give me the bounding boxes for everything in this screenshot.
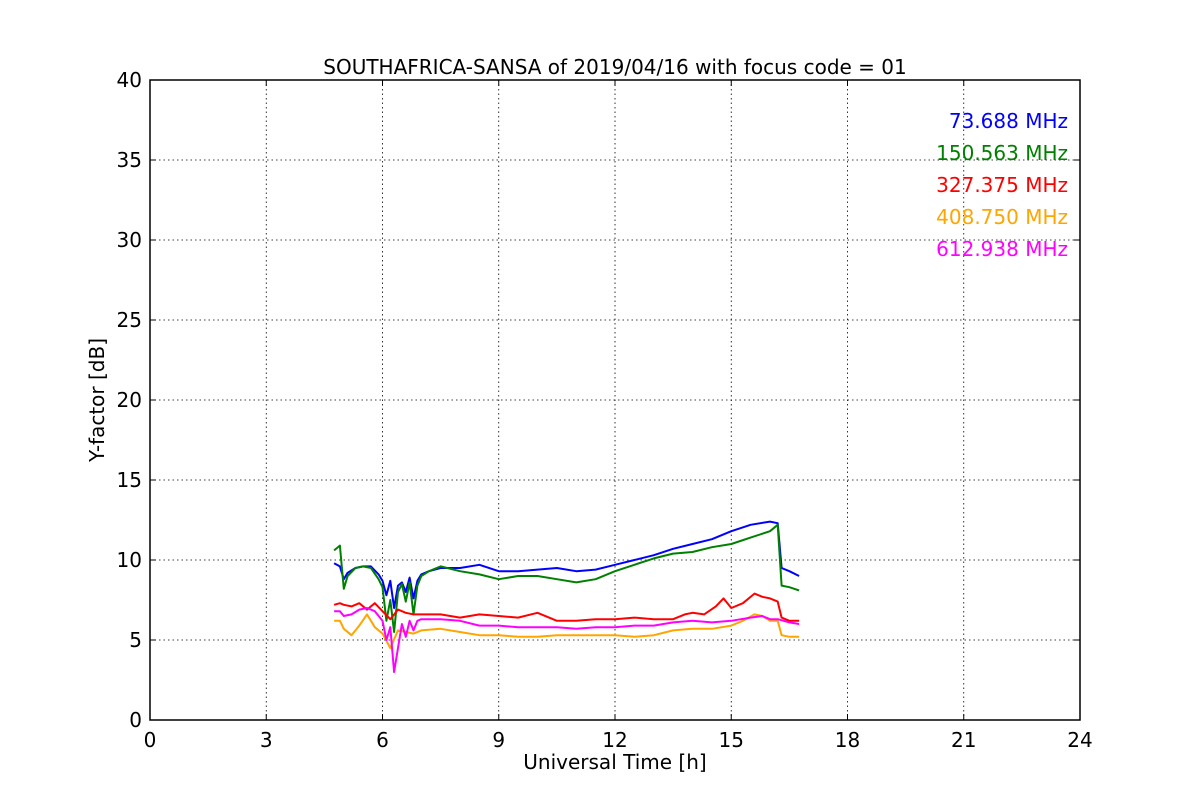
- series-line-2: [333, 523, 800, 633]
- y-tick-label: 15: [117, 468, 142, 492]
- y-tick-label: 40: [117, 68, 142, 92]
- x-tick-label: 0: [144, 728, 157, 752]
- legend-entry-3: 327.375 MHz: [936, 173, 1068, 197]
- y-tick-label: 10: [117, 548, 142, 572]
- y-tick-label: 30: [117, 228, 142, 252]
- y-tick-label: 25: [117, 308, 142, 332]
- x-axis-label: Universal Time [h]: [523, 750, 706, 774]
- x-tick-label: 21: [951, 728, 976, 752]
- grid-layer: [150, 80, 1080, 720]
- y-axis-label: Y-factor [dB]: [85, 338, 109, 463]
- x-tick-label: 15: [719, 728, 744, 752]
- x-tick-label: 3: [260, 728, 273, 752]
- x-tick-label: 12: [602, 728, 627, 752]
- y-tick-label: 35: [117, 148, 142, 172]
- legend: 73.688 MHz 150.563 MHz 327.375 MHz 408.750 …: [936, 109, 1068, 261]
- tick-layer: 0 3 6 9 12 15 18 21 24 0 5 10 15 20 25 30 35 40: [117, 68, 1093, 752]
- series-line-4: [334, 613, 800, 649]
- y-tick-label: 20: [117, 388, 142, 412]
- y-tick-label: 0: [129, 708, 142, 732]
- x-tick-label: 9: [492, 728, 505, 752]
- legend-entry-1: 73.688 MHz: [949, 109, 1068, 133]
- chart-title: SOUTHAFRICA-SANSA of 2019/04/16 with foc…: [323, 55, 907, 79]
- series-line-3: [333, 592, 800, 622]
- x-tick-label: 18: [835, 728, 860, 752]
- legend-entry-4: 408.750 MHz: [936, 205, 1068, 229]
- y-tick-label: 5: [129, 628, 142, 652]
- series-line-5: [334, 607, 800, 673]
- series-layer: [333, 520, 800, 673]
- legend-entry-2: 150.563 MHz: [936, 141, 1068, 165]
- x-tick-label: 24: [1067, 728, 1092, 752]
- x-tick-label: 6: [376, 728, 389, 752]
- legend-entry-5: 612.938 MHz: [936, 237, 1068, 261]
